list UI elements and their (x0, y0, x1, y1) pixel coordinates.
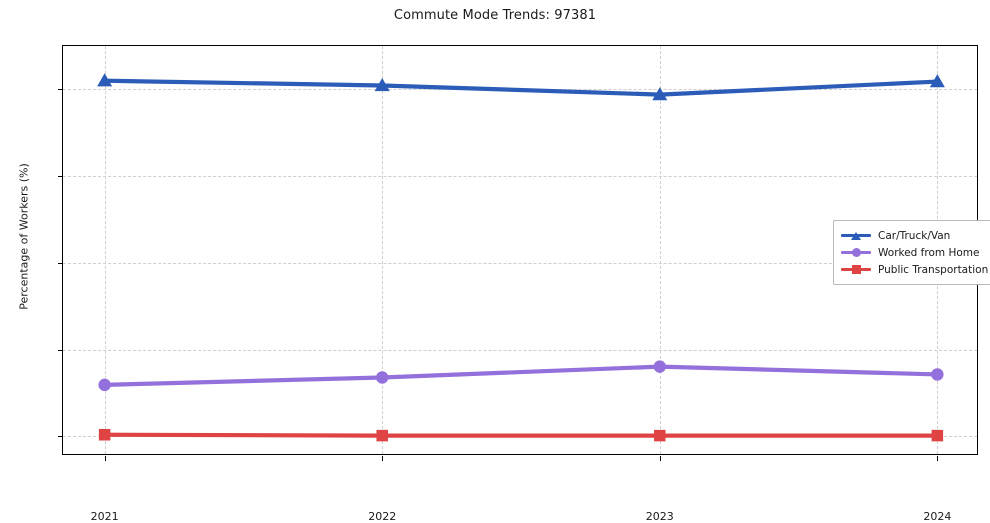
y-tick-mark (58, 262, 63, 264)
data-point-marker (374, 77, 390, 92)
legend-swatch (841, 228, 871, 244)
legend-label: Worked from Home (878, 246, 980, 259)
data-point-marker (98, 378, 111, 392)
y-axis-label: Percentage of Workers (%) (17, 163, 31, 310)
data-point-marker (652, 87, 668, 101)
chart-title: Commute Mode Trends: 97381 (393, 8, 597, 23)
data-point-marker (931, 368, 944, 381)
y-tick-mark (58, 89, 63, 91)
x-tick-label: 2022 (368, 510, 397, 523)
gridline-vertical (382, 46, 384, 454)
data-point-marker (931, 429, 944, 442)
gridline-horizontal (63, 176, 977, 178)
gridline-vertical (104, 46, 106, 454)
series-car-truck-van (97, 73, 945, 101)
x-tick-mark (937, 456, 939, 461)
x-tick-label: 2024 (923, 510, 952, 523)
legend-marker-circle-icon (851, 248, 861, 257)
x-tick-label: 2023 (645, 510, 674, 523)
legend-item[interactable]: Worked from Home (841, 244, 988, 261)
gridline-horizontal (63, 349, 977, 351)
chart-figure: Commute Mode Trends: 97381 Percentage of… (17, 8, 990, 523)
legend-label: Public Transportation (878, 263, 989, 276)
x-tick-mark (104, 456, 106, 461)
legend-item[interactable]: Car/Truck/Van (841, 227, 988, 244)
x-tick-mark (382, 456, 384, 461)
legend-marker-triangle-icon (851, 231, 861, 240)
data-point-marker (653, 360, 666, 373)
series-public-transportation (98, 428, 944, 442)
chart-legend: Car/Truck/Van Worked from Home Public Tran… (833, 220, 990, 285)
gridline-vertical (659, 46, 661, 454)
data-point-marker (654, 429, 666, 442)
x-tick-label: 2021 (90, 510, 119, 523)
y-tick-mark (58, 436, 63, 438)
legend-label: Car/Truck/Van (878, 229, 951, 242)
gridline-horizontal (63, 262, 977, 264)
y-tick-mark (58, 176, 63, 178)
data-point-marker (376, 429, 388, 442)
legend-swatch (841, 262, 871, 278)
series-line (102, 78, 940, 97)
legend-item[interactable]: Public Transportation (841, 261, 988, 278)
series-line (102, 364, 940, 387)
data-point-marker (97, 73, 113, 87)
data-point-marker (376, 371, 389, 384)
y-tick-mark (58, 349, 63, 351)
data-point-marker (929, 74, 945, 88)
legend-swatch (841, 245, 871, 261)
series-worked-from-home (98, 360, 944, 392)
legend-marker-square-icon (851, 265, 861, 274)
x-tick-mark (659, 456, 661, 461)
series-line (102, 432, 940, 438)
data-point-marker (98, 428, 111, 441)
series-layer (97, 73, 945, 442)
